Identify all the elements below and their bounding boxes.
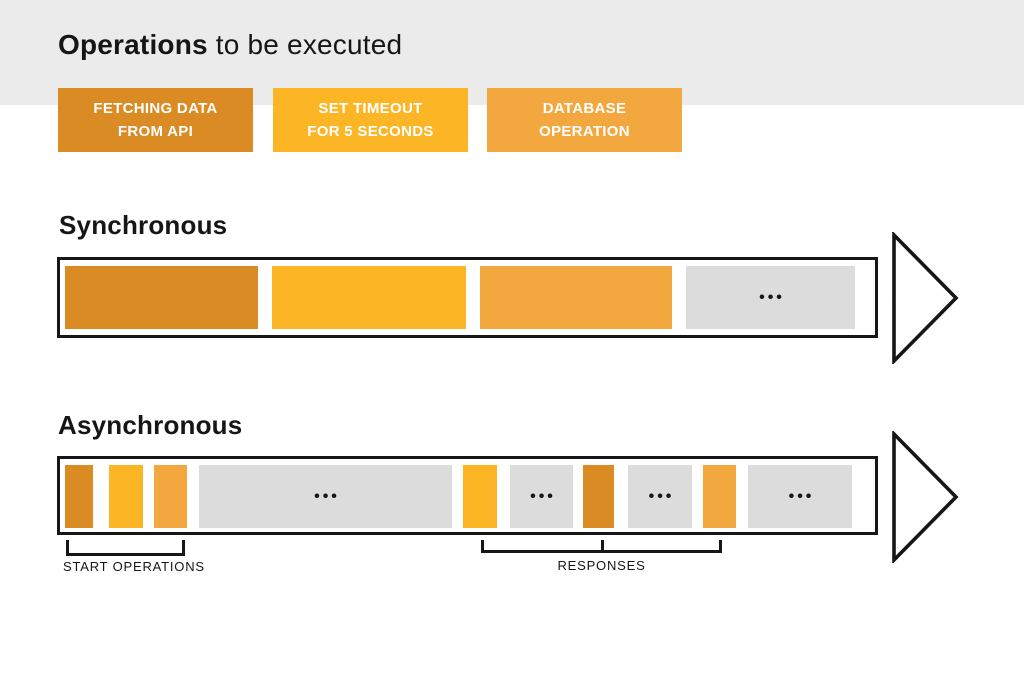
- synchronous-timeline-bar: •••: [57, 257, 878, 338]
- timeline-gap-segment: •••: [628, 465, 692, 528]
- timeline-gap-segment: •••: [686, 266, 855, 329]
- timeline-segment-timeout: [463, 465, 497, 528]
- synchronous-heading: Synchronous: [59, 210, 228, 240]
- legend-line: DATABASE: [542, 100, 627, 117]
- timeline-gap-segment: •••: [748, 465, 852, 528]
- page-title: Operations to be executed: [58, 28, 402, 62]
- responses-label: RESPONSES: [557, 558, 646, 573]
- ellipsis-icon: •••: [648, 487, 675, 505]
- start-operations-label: START OPERATIONS: [63, 559, 205, 574]
- timeline-gap-segment: •••: [199, 465, 452, 528]
- timeline-arrow-icon: [892, 232, 959, 364]
- responses-bracket: [481, 540, 722, 553]
- timeline-arrow-icon: [892, 431, 959, 563]
- ellipsis-icon: •••: [314, 487, 340, 505]
- start-operations-bracket: [66, 540, 185, 556]
- page-title-rest: to be executed: [207, 29, 403, 60]
- asynchronous-heading: Asynchronous: [58, 410, 243, 440]
- legend-line: FETCHING DATA: [93, 100, 218, 117]
- timeline-segment-db: [480, 266, 672, 329]
- asynchronous-timeline-bar: ••• ••• ••• •••: [57, 456, 878, 535]
- responses-bracket-middle-tick: [600, 540, 604, 550]
- ellipsis-icon: •••: [788, 487, 815, 505]
- timeline-segment-timeout: [272, 266, 466, 329]
- timeline-segment-fetch: [65, 266, 258, 329]
- timeline-segment-db: [703, 465, 736, 528]
- legend-line: OPERATION: [539, 123, 630, 140]
- ellipsis-icon: •••: [530, 487, 556, 505]
- page-title-bold: Operations: [58, 29, 208, 60]
- timeline-segment-timeout: [109, 465, 143, 528]
- legend-line: FROM API: [117, 123, 194, 140]
- timeline-segment-fetch: [583, 465, 614, 528]
- legend-line: FOR 5 SECONDS: [307, 123, 434, 140]
- legend-fetching-data: FETCHING DATA FROM API: [58, 88, 253, 152]
- legend-set-timeout: SET TIMEOUT FOR 5 SECONDS: [273, 88, 468, 152]
- ellipsis-icon: •••: [759, 288, 785, 306]
- legend-line: SET TIMEOUT: [318, 100, 423, 117]
- timeline-segment-fetch: [65, 465, 93, 528]
- timeline-segment-db: [154, 465, 187, 528]
- legend-database-operation: DATABASE OPERATION: [487, 88, 682, 152]
- timeline-gap-segment: •••: [510, 465, 573, 528]
- header-band: [0, 0, 1024, 105]
